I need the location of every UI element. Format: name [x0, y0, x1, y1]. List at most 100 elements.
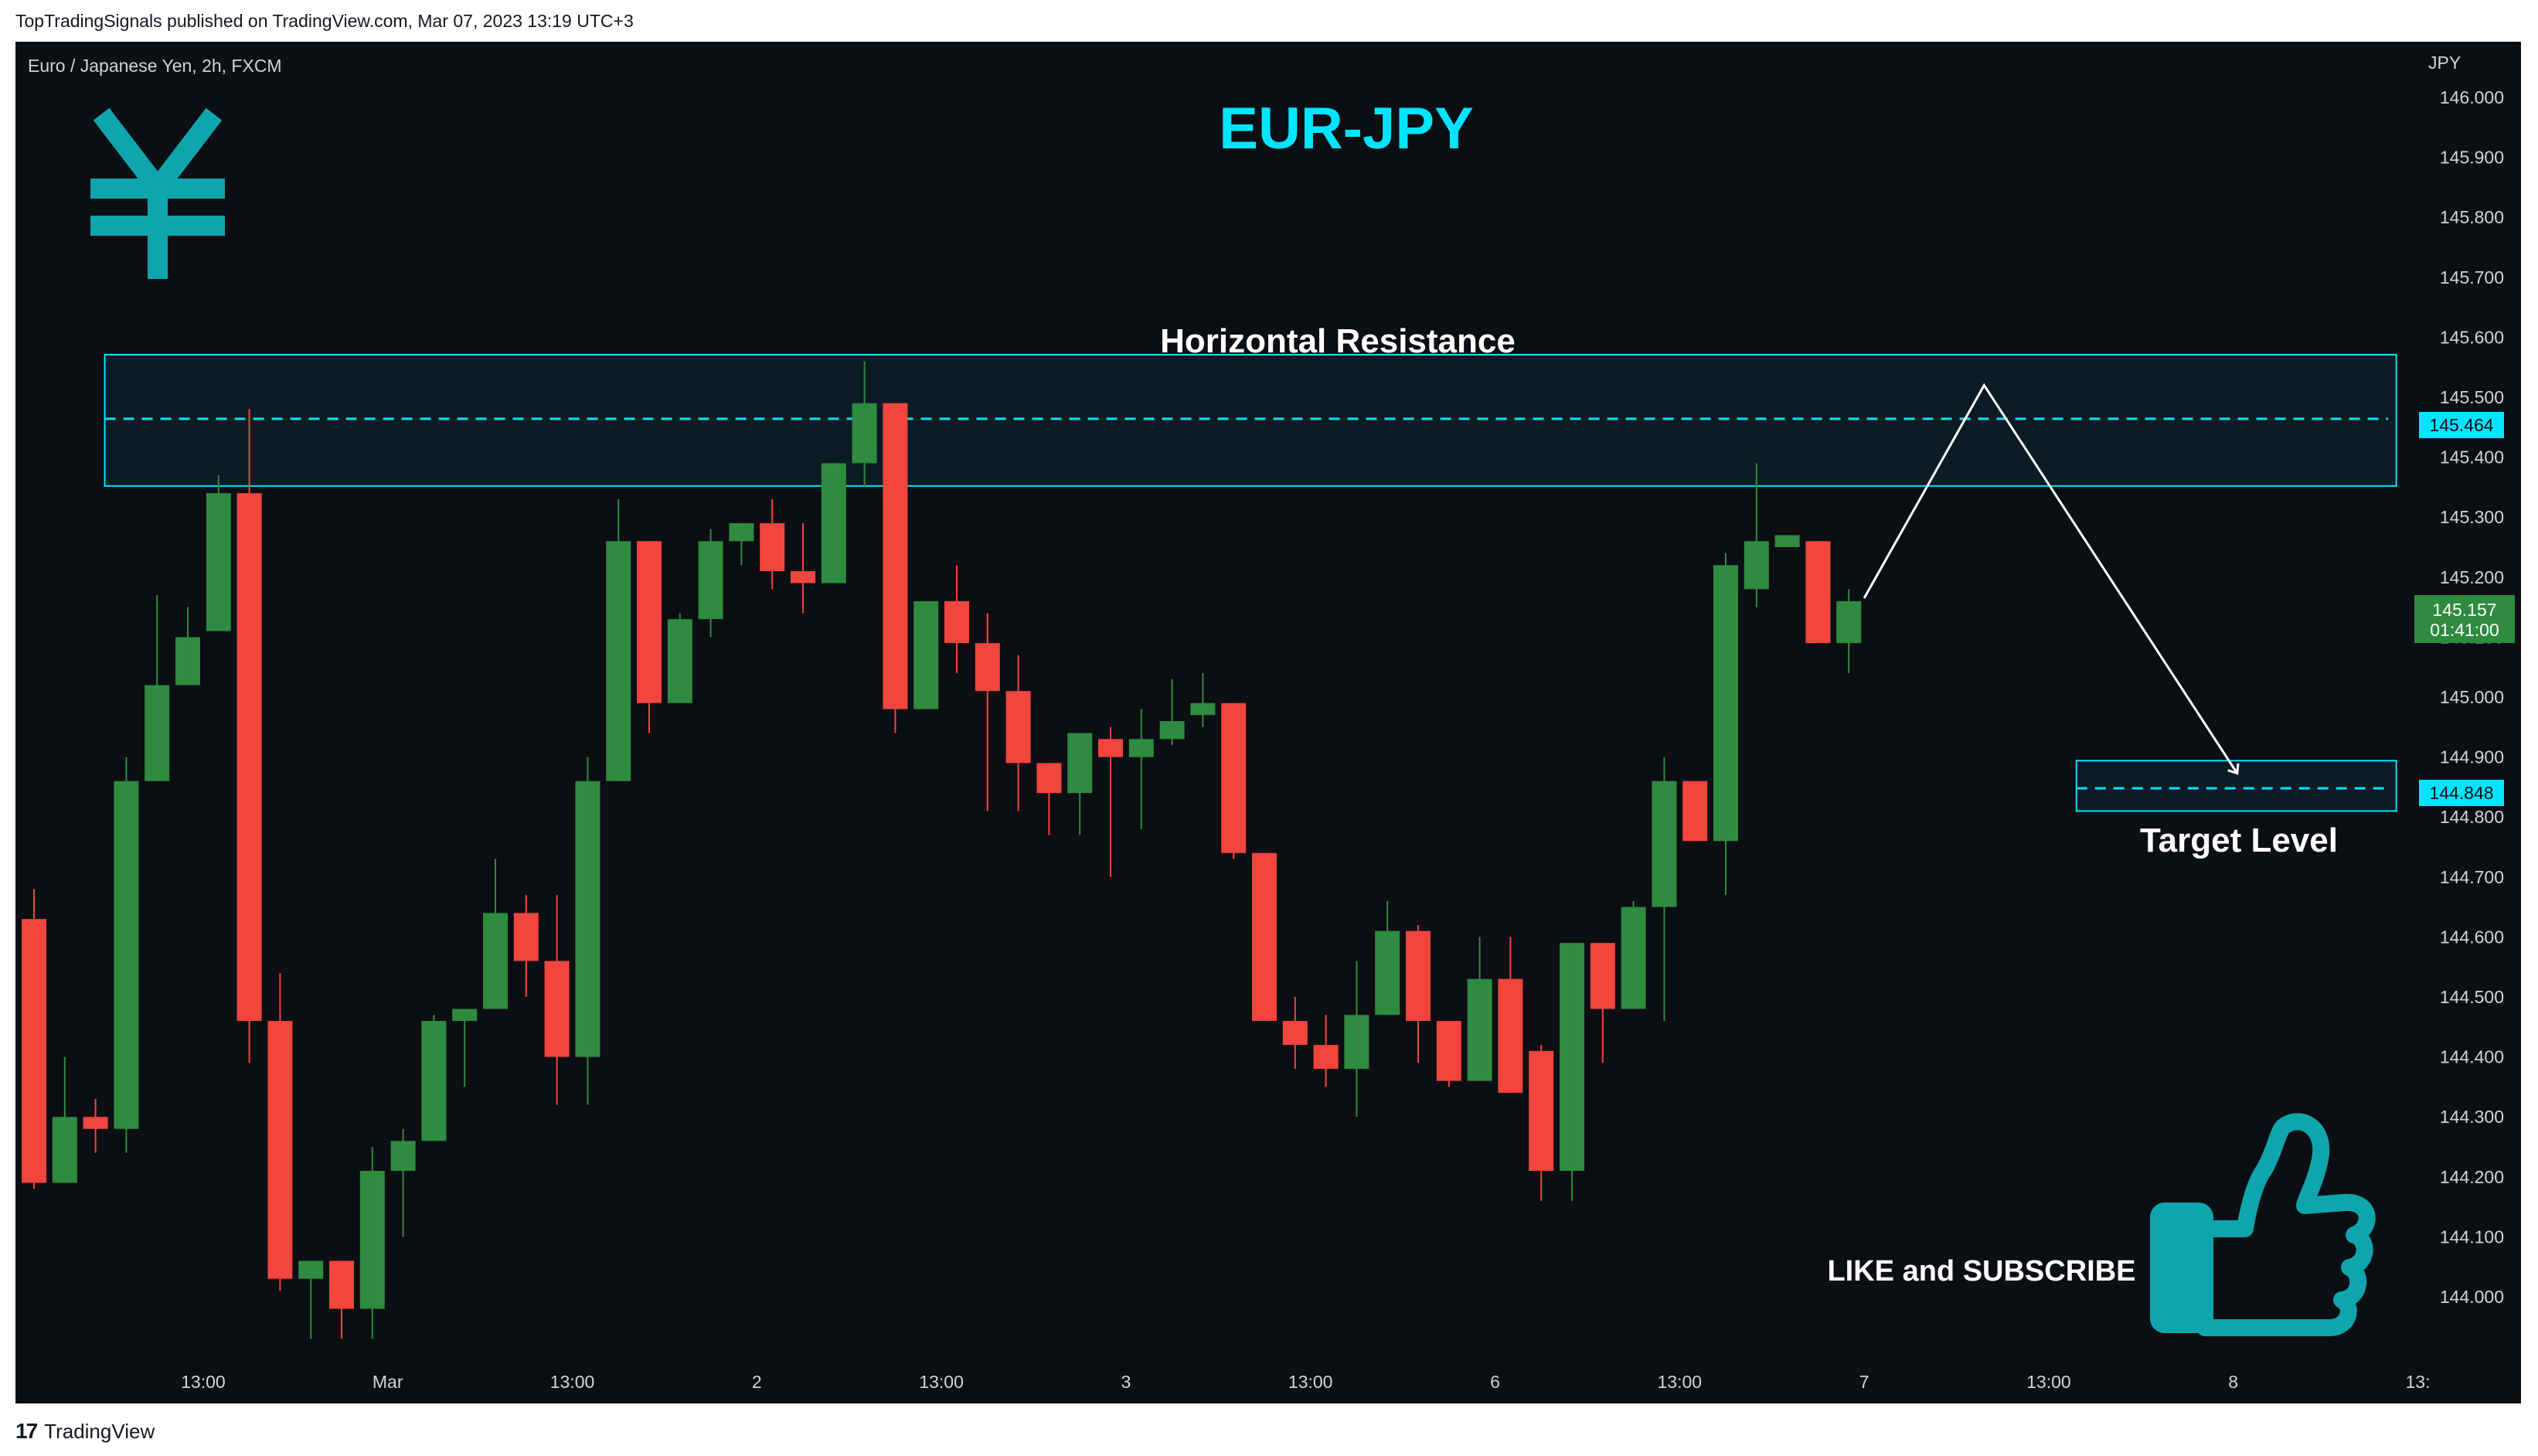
candle-body — [1036, 763, 1062, 794]
candle — [1282, 997, 1308, 1070]
candle-body — [729, 522, 754, 542]
y-tick-label: 146.000 — [2440, 87, 2504, 107]
candle — [1036, 763, 1062, 835]
candle-body — [145, 685, 170, 781]
candle-body — [1498, 978, 1523, 1094]
candle — [1713, 553, 1738, 896]
candle — [175, 607, 200, 685]
candle — [913, 600, 939, 709]
currency-label: JPY — [2428, 53, 2461, 73]
svg-text:01:41:00: 01:41:00 — [2430, 620, 2499, 640]
x-tick-label: 13: — [2406, 1372, 2431, 1392]
candle — [1067, 733, 1093, 835]
candle-body — [1067, 733, 1093, 794]
candle-body — [1621, 907, 1646, 1009]
resistance-label: Horizontal Resistance — [1160, 322, 1516, 360]
symbol-info: Euro / Japanese Yen, 2h, FXCM — [28, 56, 282, 76]
candle-body — [975, 643, 1000, 692]
candle-body — [913, 600, 939, 709]
candle — [1529, 1045, 1554, 1201]
candle — [52, 1056, 77, 1183]
candle-body — [421, 1021, 447, 1141]
candle — [1498, 937, 1523, 1094]
candle — [22, 889, 46, 1189]
candle-body — [575, 781, 600, 1057]
y-tick-label: 144.800 — [2440, 807, 2504, 827]
candle-body — [236, 493, 262, 1022]
candle-body — [359, 1171, 385, 1309]
y-tick-label: 145.500 — [2440, 387, 2504, 407]
thumbs-up-icon — [2150, 1113, 2376, 1336]
candle-body — [1406, 930, 1431, 1022]
candle — [1252, 852, 1277, 1022]
candle — [883, 403, 908, 733]
candle-body — [1652, 781, 1677, 907]
tradingview-footer[interactable]: 17 TradingView — [15, 1419, 155, 1444]
svg-text:145.464: 145.464 — [2429, 415, 2493, 435]
candle — [421, 1015, 447, 1141]
chart-frame[interactable] — [15, 42, 2521, 1403]
candle — [1774, 535, 1800, 547]
y-tick-label: 145.600 — [2440, 327, 2504, 347]
x-tick-label: 13:00 — [550, 1372, 595, 1392]
svg-text:145.157: 145.157 — [2432, 600, 2496, 620]
candle-body — [1159, 721, 1185, 740]
y-tick-label: 145.700 — [2440, 267, 2504, 287]
candle — [575, 757, 600, 1105]
y-tick-label: 144.600 — [2440, 927, 2504, 947]
y-tick-label: 145.300 — [2440, 507, 2504, 527]
tradingview-logo-icon: 17 — [15, 1419, 38, 1443]
candle-body — [698, 541, 723, 620]
candle — [637, 541, 662, 733]
candle-body — [1744, 541, 1769, 590]
y-tick-label: 145.800 — [2440, 207, 2504, 227]
candle-body — [1252, 852, 1277, 1022]
x-tick-label: 13:00 — [1658, 1372, 1703, 1392]
candle — [267, 972, 293, 1291]
candle — [513, 895, 539, 997]
candle-body — [1836, 600, 1862, 644]
candle — [606, 498, 631, 781]
candle — [1652, 757, 1677, 1022]
candle-body — [1560, 943, 1584, 1172]
candle-body — [267, 1021, 293, 1279]
candle-body — [1682, 781, 1708, 842]
candle — [791, 522, 815, 614]
candle — [359, 1147, 385, 1339]
candle — [1190, 672, 1216, 727]
candle — [1621, 900, 1646, 1009]
candle — [975, 613, 1000, 811]
candle-body — [944, 600, 969, 644]
x-tick-label: 3 — [1121, 1372, 1131, 1392]
candle-body — [298, 1260, 324, 1279]
candle — [1436, 1021, 1461, 1087]
candle-body — [852, 403, 877, 464]
candle-body — [1221, 702, 1247, 853]
y-tick-label: 145.900 — [2440, 148, 2504, 168]
candle — [1682, 781, 1708, 842]
candle-body — [1098, 739, 1123, 757]
candle-body — [22, 919, 46, 1183]
candle-body — [1805, 541, 1831, 644]
candle-body — [1436, 1021, 1461, 1081]
candle-body — [206, 493, 231, 631]
candle — [298, 1260, 324, 1339]
candle — [1098, 726, 1123, 877]
svg-text:144.848: 144.848 — [2429, 783, 2493, 803]
candle — [1744, 463, 1769, 607]
candle — [1005, 655, 1031, 811]
candle — [698, 529, 723, 638]
x-tick-label: 13:00 — [181, 1372, 226, 1392]
candle-body — [1344, 1015, 1369, 1070]
cta-label: LIKE and SUBSCRIBE — [1827, 1255, 2135, 1288]
y-tick-label: 144.900 — [2440, 747, 2504, 767]
target-label: Target Level — [2140, 822, 2338, 859]
candle — [1128, 709, 1154, 829]
candle — [852, 361, 877, 488]
x-tick-label: 13:00 — [1288, 1372, 1333, 1392]
candle — [83, 1098, 108, 1153]
candle — [114, 757, 139, 1153]
y-tick-label: 144.300 — [2440, 1107, 2504, 1127]
candle-body — [637, 541, 662, 703]
